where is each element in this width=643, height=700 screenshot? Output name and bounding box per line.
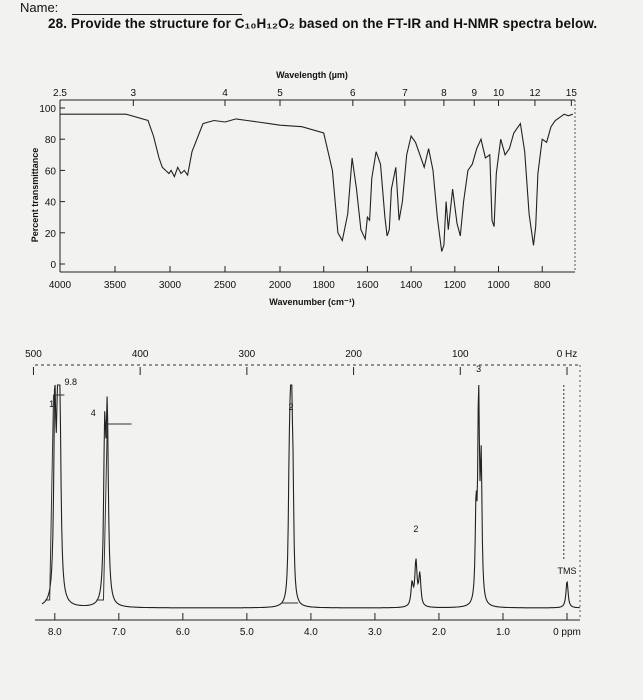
nmr-integration-label: TMS (558, 566, 577, 576)
ir-x-axis-title: Wavenumber (cm⁻¹) (269, 297, 354, 307)
nmr-spectrum: 8.0 7.0 6.0 5.0 4.0 3.0 2.0 1.0 0 ppm 500 400 300 2… (25, 349, 581, 638)
nmr-top-tick-label: 100 (452, 349, 469, 360)
ir-x-tick-label: 800 (534, 280, 551, 291)
ir-top-tick-label: 12 (529, 88, 541, 99)
nmr-x-tick-label: 1.0 (496, 627, 510, 638)
nmr-top-tick-label: 200 (345, 349, 362, 360)
name-line (72, 14, 242, 15)
nmr-integration-label: 3 (476, 364, 481, 374)
ir-top-tick-label: 7 (402, 88, 408, 99)
ir-x-tick-label: 3000 (159, 280, 182, 291)
nmr-top-tick-label: 500 (25, 349, 42, 360)
ir-top-tick-label: 4 (222, 88, 228, 99)
ir-x-tick-label: 4000 (49, 280, 72, 291)
nmr-x-tick-label: 4.0 (304, 627, 318, 638)
ir-y-axis-title: Percent transmittance (30, 148, 40, 243)
ir-top-tick-label: 8 (441, 88, 447, 99)
ir-x-tick-label: 2500 (214, 280, 237, 291)
nmr-top-tick-label: 400 (132, 349, 149, 360)
ir-y-tick-label: 60 (45, 166, 57, 177)
nmr-x-tick-label: 0 ppm (553, 627, 581, 638)
nmr-integration-label: 9.8 (65, 377, 78, 387)
nmr-x-tick-label: 8.0 (48, 627, 62, 638)
ir-top-tick-label: 15 (566, 88, 578, 99)
ir-x-tick-label: 2000 (269, 280, 292, 291)
nmr-integration-label: 1 (49, 399, 54, 409)
ir-top-tick-label: 2.5 (53, 88, 67, 99)
ir-y-tick-label: 80 (45, 135, 57, 146)
ir-y-tick-label: 0 (50, 260, 56, 271)
ir-x-tick-label: 1400 (400, 280, 423, 291)
nmr-integration-label: 4 (91, 408, 96, 418)
ir-x-tick-label: 1800 (313, 280, 336, 291)
ir-y-tick-label: 100 (39, 104, 56, 115)
nmr-integration-label: 2 (289, 402, 294, 412)
ir-top-tick-label: 9 (471, 88, 477, 99)
ir-top-tick-label: 5 (277, 88, 283, 99)
ir-top-axis-title: Wavelength (µm) (276, 70, 348, 80)
ir-x-tick-label: 1200 (444, 280, 467, 291)
nmr-top-tick-label: 300 (239, 349, 256, 360)
nmr-x-tick-label: 2.0 (432, 627, 446, 638)
nmr-x-tick-label: 5.0 (240, 627, 254, 638)
nmr-x-tick-label: 3.0 (368, 627, 382, 638)
ir-spectrum-line (60, 113, 573, 252)
nmr-integral-curve (96, 423, 132, 601)
name-label: Name: (20, 0, 59, 15)
ir-top-tick-label: 10 (493, 88, 505, 99)
ir-x-tick-label: 1600 (356, 280, 379, 291)
nmr-x-tick-label: 6.0 (176, 627, 190, 638)
ir-x-tick-label: 3500 (104, 280, 127, 291)
ir-top-tick-label: 6 (350, 88, 356, 99)
ir-top-tick-label: 3 (131, 88, 137, 99)
nmr-integration-label: 2 (413, 524, 418, 534)
nmr-top-tick-label: 0 Hz (557, 349, 578, 360)
ir-spectrum: Wavelength (µm) Wavenumber (cm⁻¹) Percen… (30, 70, 577, 307)
question-text: 28. Provide the structure for C₁₀H₁₂O₂ b… (48, 16, 598, 31)
ir-y-tick-label: 20 (45, 229, 57, 240)
ir-y-tick-label: 40 (45, 198, 57, 209)
nmr-spectrum-line (41, 384, 580, 609)
ir-x-tick-label: 1000 (487, 280, 510, 291)
nmr-integral-curve (45, 394, 65, 601)
nmr-x-tick-label: 7.0 (112, 627, 126, 638)
